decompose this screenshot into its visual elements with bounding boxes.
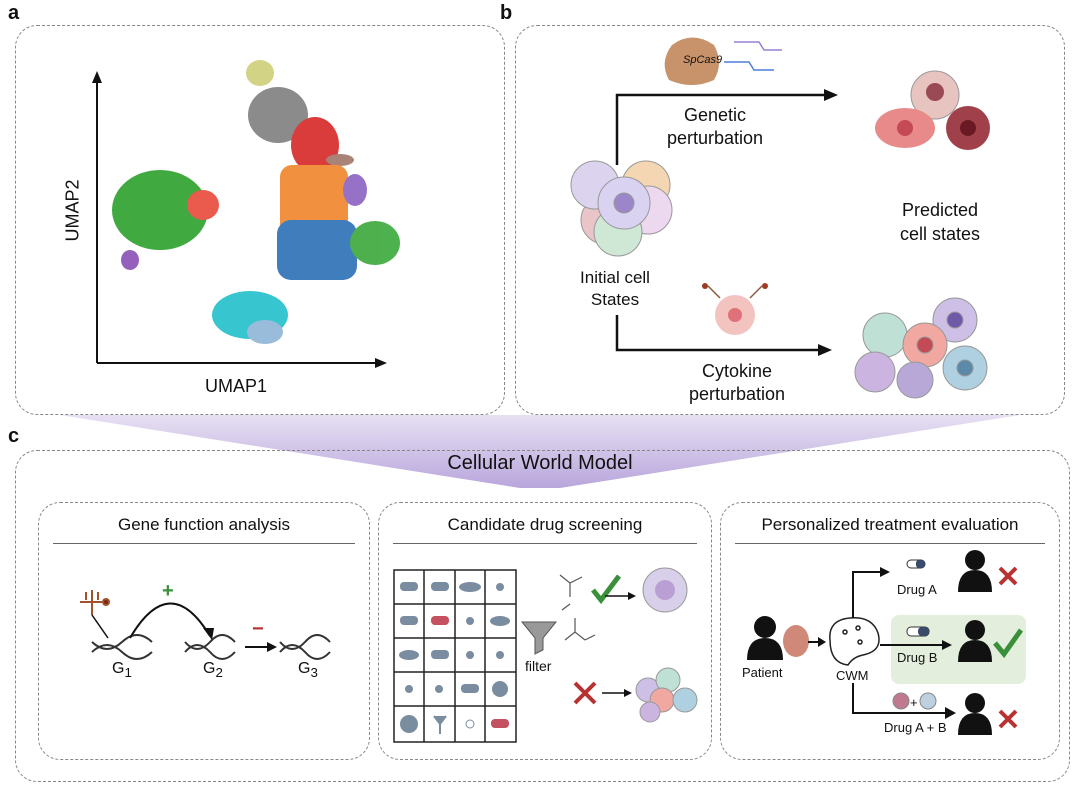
check-icon: [591, 574, 621, 605]
drug-ab-label: Drug A + B: [884, 720, 947, 735]
dna-icons: [91, 634, 331, 660]
diseased-cells-icon: [635, 667, 698, 723]
receptor-icon: [80, 590, 110, 615]
divider: [735, 543, 1045, 544]
g1-letter: G: [112, 660, 125, 677]
drug-a-cell-icon: [892, 692, 910, 710]
cytokine-cell-icon: [702, 283, 768, 335]
g3-sub: 3: [310, 665, 318, 681]
g2-sub: 2: [215, 665, 223, 681]
initial-cell-states-label: Initial cell States: [565, 267, 665, 311]
predicted-cell-states-label: Predicted cell states: [885, 198, 995, 246]
drug-a-capsule-icon: [906, 559, 926, 569]
check-icon: [993, 628, 1024, 659]
initial-label-line1: Initial cell: [580, 268, 650, 287]
gene-g3: G3: [298, 660, 318, 680]
g1-sub: 1: [124, 665, 132, 681]
drug-b-label: Drug B: [897, 650, 938, 665]
gene-function-panel: Gene function analysis: [38, 502, 370, 760]
panel-c-cellular-world-model: [15, 450, 1070, 782]
cluster-green-right: [350, 221, 400, 265]
drug-b-capsule-icon: [906, 626, 930, 637]
filter-label: filter: [525, 658, 552, 674]
cwm-title: Cellular World Model: [447, 452, 633, 474]
drug-b-cell-icon: [919, 692, 937, 710]
cross-icon: [998, 709, 1018, 729]
filter-funnel-icon: [520, 621, 558, 655]
activation-plus: +: [162, 580, 174, 602]
cluster-yellow: [246, 60, 274, 86]
gene-g2: G2: [203, 660, 223, 680]
genetic-label-line1: Genetic: [683, 105, 747, 125]
divider: [393, 543, 697, 544]
g2-letter: G: [203, 660, 216, 677]
cluster-purple: [343, 174, 367, 206]
spcas9-label: SpCas9: [683, 54, 723, 66]
predicted-cells-genetic-icon: [875, 70, 990, 150]
initial-cells-icon: [570, 160, 673, 257]
patient-label: Patient: [742, 665, 783, 680]
drug-icons: [399, 582, 510, 734]
initial-label-line2: States: [590, 290, 640, 309]
drug-ab-plus: +: [910, 695, 918, 710]
divider: [53, 543, 355, 544]
repression-minus: −: [252, 618, 264, 640]
panel-label-c: c: [8, 425, 20, 447]
treatment-evaluation-panel: Personalized treatment evaluation: [720, 502, 1060, 760]
patient-outcome-icons: [958, 550, 992, 735]
gene-g1: G1: [112, 660, 132, 680]
panel-label-b: b: [500, 2, 513, 24]
umap-plot: [92, 60, 400, 368]
cluster-green-left: [112, 170, 208, 250]
compound-library-grid: [393, 569, 517, 743]
cluster-lightblue: [247, 320, 283, 344]
cross-icon: [573, 681, 597, 705]
panel-label-a: a: [8, 2, 20, 24]
g3-letter: G: [298, 660, 311, 677]
x-axis-label: UMAP1: [205, 376, 268, 396]
genetic-perturbation-label: Genetic perturbation: [660, 104, 770, 150]
cluster-orange: [280, 165, 348, 235]
cluster-blue: [277, 220, 357, 280]
genetic-label-line2: perturbation: [666, 128, 764, 148]
healthy-cell-icon: [642, 567, 688, 613]
cross-icon: [998, 566, 1018, 586]
predicted-label-line2: cell states: [899, 224, 981, 244]
cytokine-label-line1: Cytokine: [701, 361, 773, 381]
tissue-icon: [783, 625, 809, 657]
drug-screening-panel: Candidate drug screening: [378, 502, 712, 760]
drug-screening-title: Candidate drug screening: [447, 515, 643, 534]
spcas9-protein-icon: [664, 37, 719, 85]
cluster-gray: [248, 87, 308, 143]
predicted-cells-cytokine-icon: [854, 297, 988, 399]
gene-function-title: Gene function analysis: [118, 515, 290, 534]
treatment-title: Personalized treatment evaluation: [761, 515, 1019, 534]
cluster-brown: [326, 154, 354, 166]
cytokine-perturbation-label: Cytokine perturbation: [672, 360, 802, 406]
cytokine-label-line2: perturbation: [688, 384, 786, 404]
cluster-red-small: [187, 190, 219, 220]
predicted-label-line1: Predicted: [901, 200, 979, 220]
drug-a-label: Drug A: [897, 582, 937, 597]
cwm-label: CWM: [836, 668, 869, 683]
cluster-purple-small: [121, 250, 139, 270]
patient-icon: [747, 616, 783, 660]
brain-cwm-icon: [829, 617, 880, 666]
